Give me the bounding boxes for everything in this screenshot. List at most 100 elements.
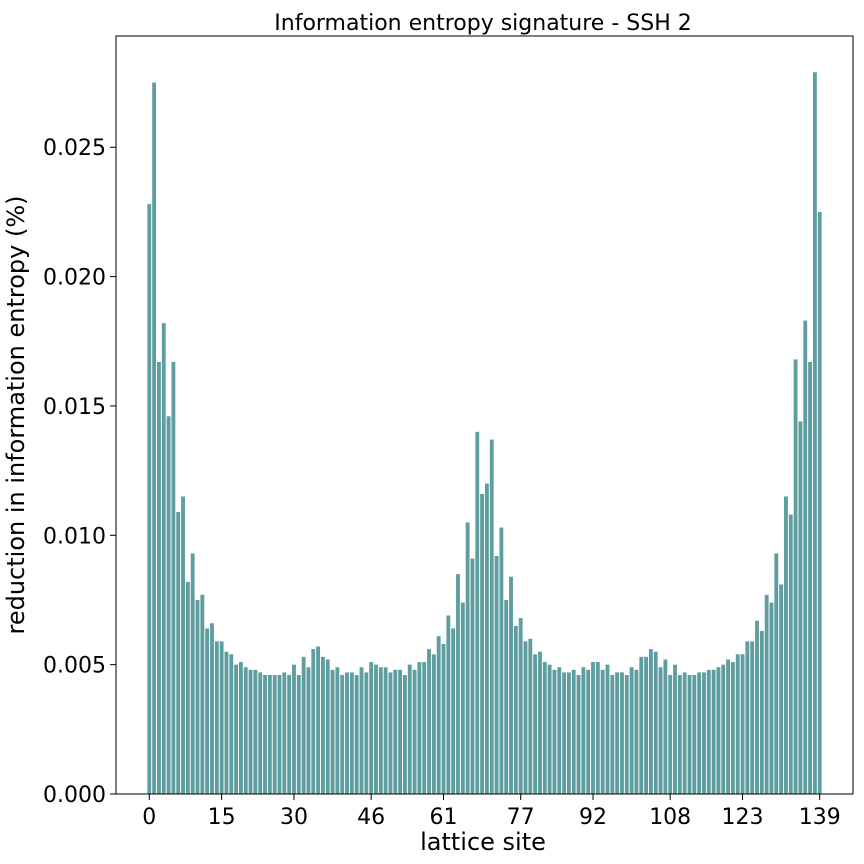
x-tick-label: 77 — [507, 805, 535, 830]
bar — [759, 631, 764, 794]
bar — [706, 669, 711, 794]
bar — [248, 669, 253, 794]
bar — [605, 664, 610, 794]
y-tick-label: 0.010 — [43, 524, 106, 549]
x-tick-label: 92 — [579, 805, 607, 830]
bars-group — [147, 72, 822, 795]
bar — [644, 656, 649, 794]
bar — [509, 576, 513, 794]
bar — [764, 594, 769, 794]
bar — [427, 649, 431, 794]
bar — [354, 675, 359, 794]
bar — [494, 555, 499, 794]
bar — [586, 669, 591, 794]
bar — [190, 553, 195, 794]
bar — [456, 574, 460, 794]
bar — [576, 675, 581, 794]
bar — [817, 211, 822, 795]
bar — [682, 672, 687, 794]
bar — [513, 625, 518, 794]
bar — [518, 618, 523, 794]
bar — [571, 669, 576, 794]
bar — [398, 669, 403, 794]
bar — [340, 675, 345, 794]
x-tick-label: 0 — [142, 805, 156, 830]
bar — [721, 664, 726, 794]
bar — [769, 602, 774, 794]
bar — [200, 594, 205, 794]
bar — [523, 641, 528, 794]
bar — [436, 636, 441, 794]
bar — [779, 584, 784, 794]
bar — [383, 667, 388, 794]
bar — [798, 421, 803, 794]
bar — [287, 675, 292, 794]
x-ticks-group: 0 15 30 46 61 77 92 108 123 139 — [142, 794, 841, 830]
bar — [538, 651, 542, 794]
bar — [697, 672, 702, 794]
bar — [668, 675, 673, 794]
bar — [335, 667, 340, 794]
y-tick-label: 0.000 — [43, 783, 106, 808]
bar — [446, 615, 451, 794]
bar — [547, 664, 552, 794]
bar — [653, 651, 658, 794]
y-tick-label: 0.025 — [43, 136, 106, 161]
bar — [552, 669, 557, 794]
bar — [484, 483, 489, 794]
bar — [272, 675, 277, 794]
bar — [562, 672, 567, 794]
x-tick-label: 30 — [280, 805, 308, 830]
bar — [711, 669, 716, 794]
x-tick-label: 61 — [430, 805, 458, 830]
bar — [812, 72, 817, 795]
bar — [325, 659, 330, 794]
bar — [499, 527, 504, 794]
bar — [716, 667, 721, 794]
bar — [229, 654, 234, 794]
bar — [176, 512, 181, 794]
bar — [369, 662, 374, 794]
bar — [475, 431, 480, 794]
bar — [402, 675, 407, 794]
bar — [407, 664, 412, 794]
bar — [359, 667, 364, 794]
bar — [788, 514, 793, 794]
bar — [277, 675, 282, 794]
bar — [431, 654, 436, 794]
bar — [566, 672, 571, 794]
bar — [224, 651, 229, 794]
bar — [258, 672, 263, 794]
bar — [504, 599, 509, 794]
bar — [610, 675, 615, 794]
y-tick-label: 0.005 — [43, 654, 106, 679]
y-tick-label: 0.015 — [43, 395, 106, 420]
bar — [639, 656, 644, 794]
bar — [624, 675, 629, 794]
bar — [267, 675, 272, 794]
bar — [205, 628, 210, 794]
bar — [745, 641, 750, 794]
bar — [374, 664, 378, 794]
bar — [489, 439, 494, 794]
bar — [301, 656, 306, 794]
x-tick-label: 139 — [799, 805, 841, 830]
bar — [306, 667, 311, 794]
bar — [784, 496, 788, 794]
bar — [726, 659, 731, 794]
bar — [591, 662, 595, 794]
x-tick-label: 123 — [722, 805, 764, 830]
bar — [692, 675, 697, 794]
bar — [465, 522, 470, 794]
bar — [195, 599, 200, 794]
bar — [677, 675, 682, 794]
bar — [480, 493, 485, 794]
bar — [557, 667, 562, 794]
bar — [750, 641, 755, 794]
bar — [663, 659, 668, 794]
bar — [181, 496, 185, 794]
bar — [171, 361, 176, 794]
bar — [238, 662, 243, 794]
bar — [393, 669, 398, 794]
bar — [673, 664, 677, 794]
